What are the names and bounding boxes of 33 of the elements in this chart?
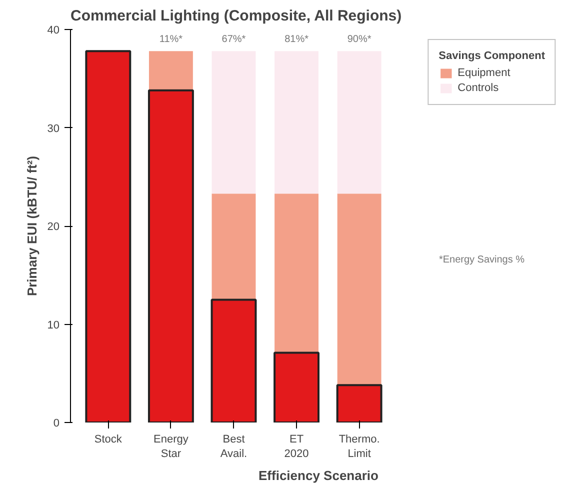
x-tick-label: Best Avail.: [220, 434, 248, 460]
bar: [274, 194, 318, 353]
bar: [148, 51, 193, 90]
annotation: 81%*: [284, 34, 309, 46]
legend-label: Equipment: [458, 67, 510, 79]
legend-title: Savings Component: [438, 50, 545, 62]
bar: [274, 352, 320, 422]
chart-title: Commercial Lighting (Composite, All Regions): [70, 8, 402, 24]
y-tick-label: 30: [47, 122, 60, 135]
bar: [85, 50, 132, 422]
x-tick-label: ET 2020: [284, 434, 309, 460]
x-tick-label: Stock: [94, 434, 122, 446]
y-axis-title: Primary EUI (kBTU/ ft²): [24, 156, 40, 296]
bar: [337, 194, 382, 386]
legend-label: Controls: [458, 82, 499, 94]
bar: [212, 51, 256, 194]
text: *Energy Savings %: [438, 254, 525, 266]
x-axis-title: Efficiency Scenario: [258, 468, 379, 483]
y-tick-label: 20: [47, 221, 60, 233]
x-tick-label: Energy Star: [154, 434, 189, 460]
bar: [274, 51, 318, 194]
annotation: 11%*: [159, 34, 183, 46]
bar: [210, 298, 257, 422]
bar: [148, 89, 194, 422]
y-tick-label: 40: [47, 24, 60, 36]
annotation: 67%*: [222, 34, 246, 46]
bar: [336, 384, 382, 422]
x-tick-label: Thermo. Limit: [338, 434, 380, 460]
y-tick-label: 10: [47, 319, 60, 332]
annotation: 90%*: [347, 34, 372, 46]
bar: [337, 51, 382, 194]
y-tick-label: 0: [53, 418, 60, 430]
bar: [212, 194, 256, 300]
